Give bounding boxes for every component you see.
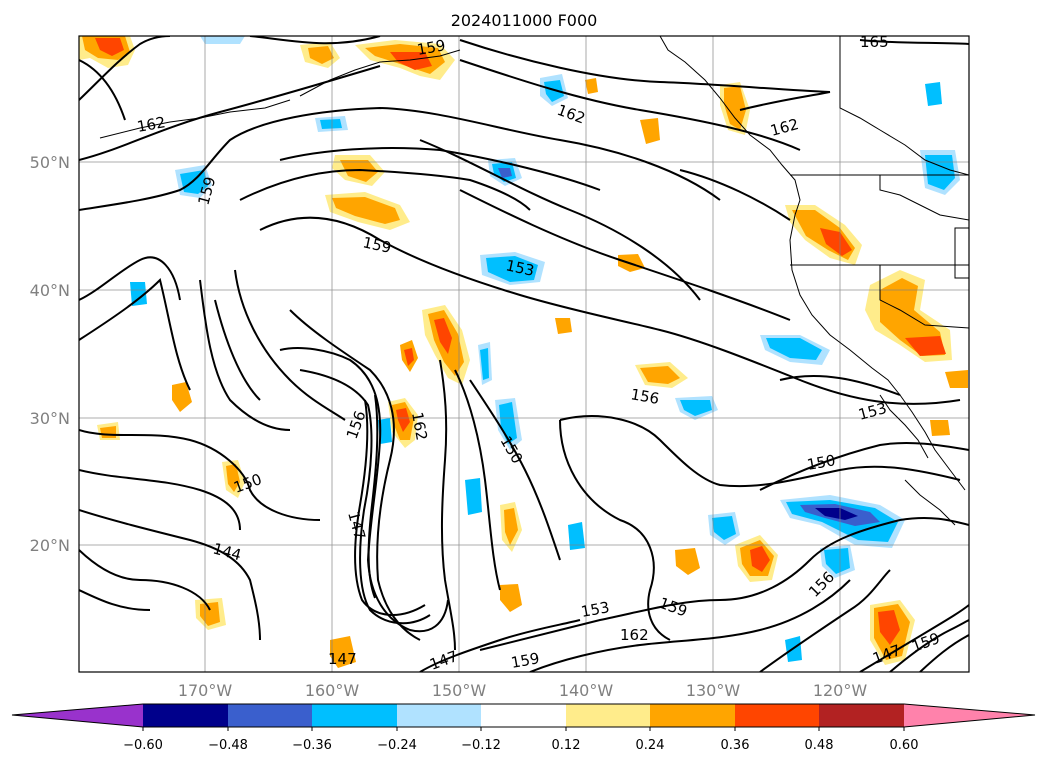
- colorbar: −0.60 −0.48 −0.36 −0.24 −0.12 0.12 0.24 …: [11, 703, 1036, 753]
- colorbar-segment: [819, 704, 904, 727]
- contour-label: 153: [504, 256, 536, 280]
- shaded-fill: [79, 36, 968, 668]
- colorbar-segment: [566, 704, 650, 727]
- lon-label: 170°W: [178, 681, 233, 700]
- longitude-labels: 170°W 160°W 150°W 140°W 130°W 120°W: [178, 681, 868, 700]
- lat-label: 50°N: [30, 153, 70, 172]
- contour-label: 165: [860, 33, 889, 51]
- lat-label: 30°N: [30, 409, 70, 428]
- latitude-labels: 50°N 40°N 30°N 20°N: [30, 153, 70, 555]
- colorbar-tick-label: 0.48: [805, 738, 834, 753]
- colorbar-tick-label: 0.36: [721, 738, 750, 753]
- contour-label: 147: [328, 650, 357, 668]
- colorbar-tick-label: −0.48: [208, 738, 248, 753]
- colorbar-tick-label: −0.36: [292, 738, 332, 753]
- lon-label: 130°W: [686, 681, 741, 700]
- colorbar-segment: [312, 704, 397, 727]
- map-title: 2024011000 F000: [451, 11, 598, 30]
- lon-label: 150°W: [432, 681, 487, 700]
- lon-label: 140°W: [559, 681, 614, 700]
- colorbar-segment: [228, 704, 312, 727]
- colorbar-tick-label: 0.60: [890, 738, 919, 753]
- contour-label: 162: [620, 626, 649, 644]
- colorbar-tick-label: 0.12: [552, 738, 581, 753]
- contour-lines: [79, 36, 969, 672]
- colorbar-ticks: [142, 727, 905, 731]
- lat-label: 40°N: [30, 281, 70, 300]
- contour-label: 150: [806, 451, 837, 474]
- contour-label: 156: [629, 385, 660, 408]
- map-area: 165 159 162 162 162 159 159 153 156 153 …: [79, 33, 969, 672]
- contour-label: 159: [416, 36, 447, 59]
- colorbar-segment: [650, 704, 735, 727]
- contour-label: 159: [510, 649, 541, 672]
- lat-label: 20°N: [30, 536, 70, 555]
- colorbar-tick-label: 0.24: [636, 738, 665, 753]
- contour-label: 159: [361, 233, 393, 257]
- colorbar-tick-label: −0.24: [377, 738, 417, 753]
- colorbar-segment: [735, 704, 819, 727]
- lon-label: 160°W: [305, 681, 360, 700]
- colorbar-extend-low: [12, 704, 143, 727]
- lon-label: 120°W: [813, 681, 868, 700]
- contour-label: 162: [408, 411, 431, 442]
- contour-label: 153: [580, 598, 611, 621]
- colorbar-segment: [143, 704, 228, 727]
- contour-label: 162: [136, 113, 167, 136]
- colorbar-segment: [481, 704, 566, 727]
- map-frame: [78, 35, 970, 673]
- graticule: [79, 36, 969, 672]
- colorbar-segment: [397, 704, 481, 727]
- colorbar-tick-label: −0.60: [123, 738, 163, 753]
- colorbar-extend-high: [904, 704, 1035, 727]
- colorbar-tick-label: −0.12: [461, 738, 501, 753]
